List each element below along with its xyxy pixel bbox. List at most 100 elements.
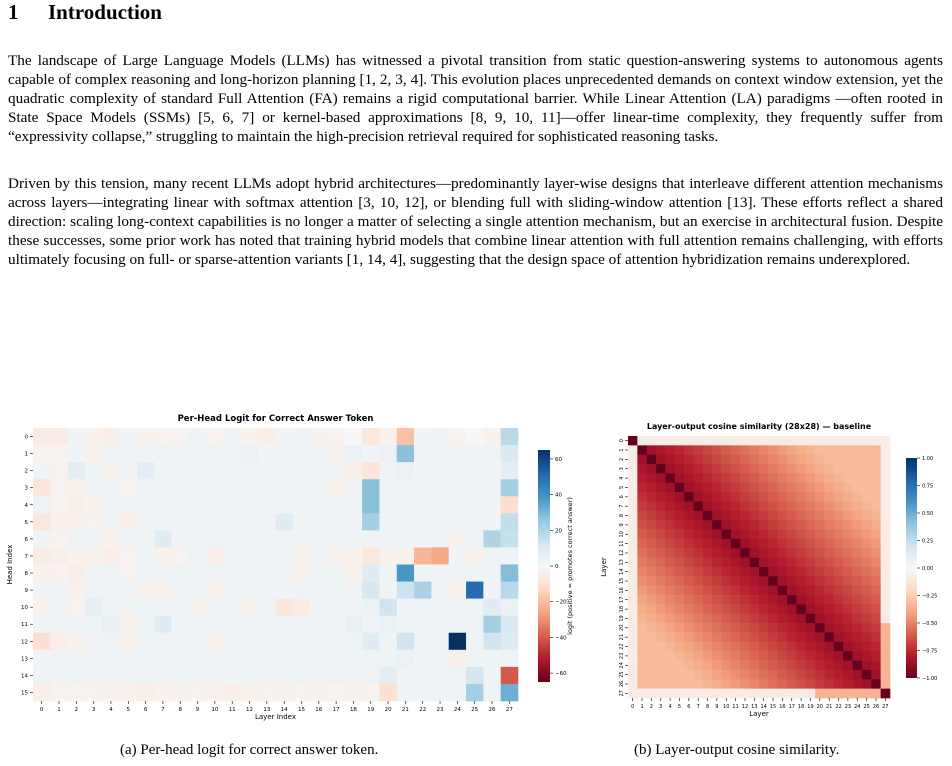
heatmap-cell	[730, 669, 741, 680]
heatmap-cell	[749, 679, 760, 689]
heatmap-cell	[275, 530, 294, 548]
heatmap-cell	[50, 615, 68, 634]
x-axis-label: Layer Index	[255, 713, 296, 721]
heatmap-cell	[777, 445, 788, 456]
heatmap-cell	[871, 604, 881, 615]
heatmap-cell	[787, 445, 797, 456]
heatmap-cell	[815, 585, 825, 596]
heatmap-cell	[136, 428, 155, 446]
heatmap-cell	[871, 501, 881, 512]
heatmap-cell	[292, 547, 311, 565]
heatmap-cell	[768, 660, 779, 671]
heatmap-cell	[721, 604, 732, 615]
heatmap-cell	[871, 632, 881, 643]
heatmap-cell	[759, 632, 769, 643]
heatmap-cell	[431, 632, 450, 651]
y-tick-label: 7	[619, 505, 625, 508]
heatmap-cell	[483, 462, 501, 480]
heatmap-cell	[852, 473, 863, 484]
heatmap-cell	[684, 445, 694, 456]
x-tick-label: 25	[863, 704, 869, 710]
heatmap-cell	[33, 683, 51, 702]
heatmap-cell	[240, 513, 259, 531]
heatmap-cell	[646, 623, 657, 633]
heatmap-cell	[721, 548, 732, 558]
heatmap-cell	[805, 567, 816, 577]
heatmap-cell	[740, 464, 750, 474]
heatmap-cell	[880, 520, 891, 530]
heatmap-cell	[275, 479, 294, 497]
x-tick-label: 16	[315, 707, 322, 713]
heatmap-cell	[500, 547, 519, 565]
heatmap-cell	[777, 492, 788, 502]
heatmap-cell	[500, 615, 519, 634]
heatmap-cell	[119, 615, 138, 634]
heatmap-cell	[171, 496, 190, 514]
x-tick-label: 18	[350, 707, 357, 713]
heatmap-cell	[258, 666, 276, 685]
heatmap-cell	[674, 538, 685, 549]
y-tick-label: 5	[25, 520, 29, 526]
heatmap-cell	[637, 660, 648, 671]
heatmap-cell	[102, 547, 120, 565]
heatmap-cell	[749, 548, 760, 558]
x-tick-label: 6	[144, 707, 148, 713]
x-tick-label: 14	[281, 707, 288, 713]
heatmap-cell	[656, 529, 666, 540]
heatmap-cell	[119, 666, 138, 685]
heatmap-cell	[637, 548, 648, 558]
heatmap-cell	[852, 501, 863, 512]
heatmap-cell	[796, 595, 807, 605]
heatmap-cell	[240, 547, 259, 565]
heatmap-cell	[684, 641, 694, 652]
heatmap-cell	[240, 683, 259, 702]
heatmap-cell	[171, 632, 190, 651]
heatmap-cell	[240, 479, 259, 497]
heatmap-cell	[483, 445, 501, 463]
heatmap-cell	[805, 604, 816, 615]
heatmap-cell	[448, 428, 467, 446]
heatmap-cell	[871, 445, 881, 456]
colorbar-tick-label: 0.75	[922, 484, 933, 490]
heatmap-cell	[674, 623, 685, 633]
heatmap-cell	[674, 520, 685, 530]
heatmap-cell	[880, 641, 891, 652]
heatmap-cell	[206, 615, 224, 634]
heatmap-cell	[730, 538, 741, 549]
heatmap-cell	[759, 529, 769, 540]
heatmap-cell	[292, 496, 311, 514]
heatmap-cell	[646, 641, 657, 652]
heatmap-cell	[310, 632, 328, 651]
heatmap-cell	[880, 660, 891, 671]
heatmap-cell	[749, 436, 760, 446]
heatmap-cell	[824, 548, 835, 558]
heatmap-cell	[466, 581, 484, 599]
heatmap-cell	[815, 501, 825, 512]
heatmap-cell	[33, 598, 51, 616]
x-tick-label: 21	[402, 707, 409, 713]
heatmap-cell	[824, 632, 835, 643]
heatmap-cell	[815, 538, 825, 549]
heatmap-cell	[258, 683, 276, 702]
x-tick-label: 9	[196, 707, 200, 713]
heatmap-cell	[796, 520, 807, 530]
heatmap-cell	[223, 496, 242, 514]
heatmap-cell	[824, 641, 835, 652]
heatmap-cell	[431, 513, 450, 531]
heatmap-cell	[327, 547, 346, 565]
heatmap-cell	[637, 510, 648, 521]
heatmap-cell	[84, 615, 103, 634]
x-tick-label: 3	[92, 707, 96, 713]
heatmap-cell	[796, 482, 807, 493]
heatmap-cell	[646, 669, 657, 680]
heatmap-cell	[796, 445, 807, 456]
heatmap-cell	[33, 581, 51, 599]
heatmap-cell	[861, 613, 872, 624]
heatmap-cell	[646, 557, 657, 568]
heatmap-cell	[684, 613, 694, 624]
colorbar-tick-label: −0.50	[922, 621, 937, 627]
heatmap-cell	[327, 649, 346, 668]
heatmap-cell	[721, 529, 732, 540]
heatmap-cell	[656, 538, 666, 549]
heatmap-cell	[693, 482, 704, 493]
